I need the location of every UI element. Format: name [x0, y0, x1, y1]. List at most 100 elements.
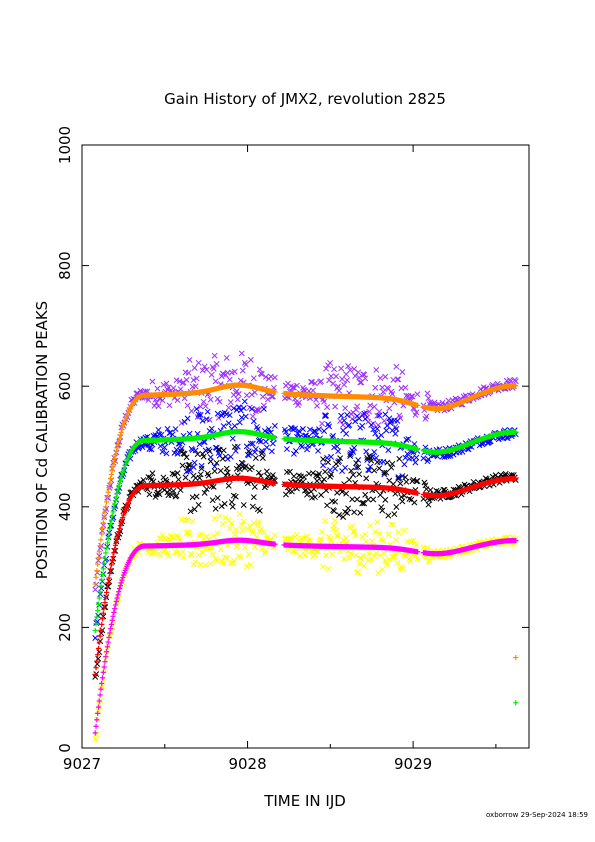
point-yellow	[207, 560, 214, 567]
point-yellow	[366, 550, 373, 557]
point-purple	[225, 404, 232, 411]
point-yellow	[260, 529, 267, 536]
fit-orange	[120, 424, 126, 430]
point-blue	[299, 443, 305, 450]
point-blue	[392, 430, 399, 437]
fit-green	[98, 583, 104, 589]
point-black	[371, 467, 378, 474]
point-yellow	[228, 520, 235, 527]
fit-orange	[110, 463, 116, 469]
point-purple	[371, 403, 378, 410]
point-black	[351, 509, 358, 516]
point-purple	[382, 373, 389, 380]
point-purple	[213, 360, 220, 367]
point-purple	[185, 369, 192, 376]
point-purple	[409, 393, 416, 400]
point-blue	[320, 462, 327, 469]
plot-frame	[81, 144, 530, 749]
point-black	[195, 501, 202, 508]
point-purple	[314, 402, 320, 409]
fit-orange	[112, 455, 118, 462]
point-yellow	[219, 521, 226, 527]
point-blue	[328, 453, 335, 460]
point-purple	[424, 390, 431, 397]
fit-green	[97, 589, 103, 595]
point-blue	[383, 427, 390, 434]
point-purple	[374, 412, 381, 419]
point-yellow	[232, 527, 239, 534]
point-black	[349, 496, 356, 503]
point-black	[385, 512, 392, 519]
point-purple	[296, 399, 302, 406]
point-purple	[174, 397, 181, 404]
fit-magenta	[101, 664, 107, 670]
point-blue	[204, 408, 211, 415]
point-blue	[394, 417, 401, 424]
point-black	[382, 496, 389, 503]
point-black	[251, 483, 258, 490]
point-purple	[414, 391, 421, 398]
point-purple	[243, 392, 250, 399]
point-purple	[201, 363, 208, 370]
fit-orange	[272, 389, 278, 395]
point-yellow	[179, 548, 186, 555]
fit-orange	[121, 421, 127, 428]
point-purple	[93, 581, 100, 588]
point-yellow	[211, 515, 218, 522]
fit-orange	[115, 441, 121, 448]
point-purple	[145, 396, 152, 403]
fit-magenta	[110, 613, 116, 619]
point-purple	[248, 391, 255, 398]
point-black	[221, 500, 228, 507]
point-purple	[212, 378, 219, 385]
fit-orange	[106, 485, 112, 491]
point-purple	[291, 384, 297, 391]
point-yellow	[323, 552, 330, 559]
point-blue	[326, 423, 333, 430]
fit-red	[116, 529, 122, 535]
point-purple	[242, 361, 249, 368]
point-yellow	[385, 531, 392, 538]
point-black	[403, 478, 410, 485]
point-blue	[186, 430, 193, 437]
point-purple	[403, 392, 410, 399]
point-purple	[190, 377, 197, 384]
fit-green	[110, 509, 116, 515]
point-black	[321, 476, 328, 483]
point-black	[256, 507, 263, 514]
footer-stamp: oxborrow 29-Sep-2024 18:59	[486, 811, 588, 819]
point-purple	[208, 371, 215, 378]
point-purple	[264, 396, 271, 403]
fit-red	[112, 546, 118, 552]
point-blue	[227, 453, 234, 460]
point-black	[225, 482, 232, 489]
point-yellow	[320, 563, 327, 570]
point-blue	[298, 442, 304, 449]
fit-red	[99, 621, 105, 628]
fit-orange	[114, 445, 120, 451]
point-blue	[250, 418, 257, 425]
point-black	[425, 501, 432, 508]
point-yellow	[351, 528, 358, 535]
point-purple	[195, 359, 202, 366]
point-black	[356, 471, 363, 478]
point-purple	[308, 378, 314, 385]
point-black	[97, 638, 104, 645]
point-black	[397, 480, 404, 487]
point-purple	[170, 385, 177, 392]
point-purple	[209, 364, 216, 370]
point-black	[228, 499, 235, 505]
point-purple	[223, 354, 230, 361]
point-yellow	[92, 736, 99, 743]
point-purple	[507, 378, 514, 385]
point-purple	[338, 365, 345, 372]
fit-orange	[108, 476, 114, 482]
point-purple	[402, 384, 409, 391]
point-yellow	[413, 542, 420, 548]
point-purple	[340, 421, 347, 428]
point-purple	[425, 395, 432, 402]
fit-orange	[108, 471, 115, 478]
point-yellow	[192, 559, 199, 566]
point-purple	[227, 399, 234, 406]
x-tick-label: 9028	[228, 755, 266, 773]
